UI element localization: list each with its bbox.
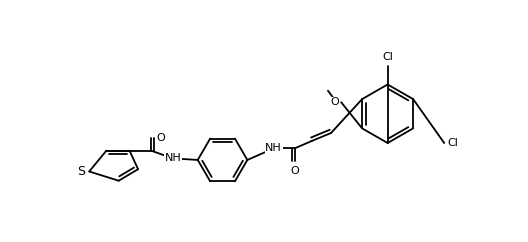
Text: O: O (330, 97, 339, 107)
Text: O: O (157, 133, 165, 143)
Text: NH: NH (165, 153, 181, 163)
Text: Cl: Cl (447, 138, 458, 148)
Text: NH: NH (266, 144, 282, 153)
Text: Cl: Cl (382, 52, 393, 62)
Text: S: S (78, 165, 86, 178)
Text: O: O (290, 166, 299, 176)
